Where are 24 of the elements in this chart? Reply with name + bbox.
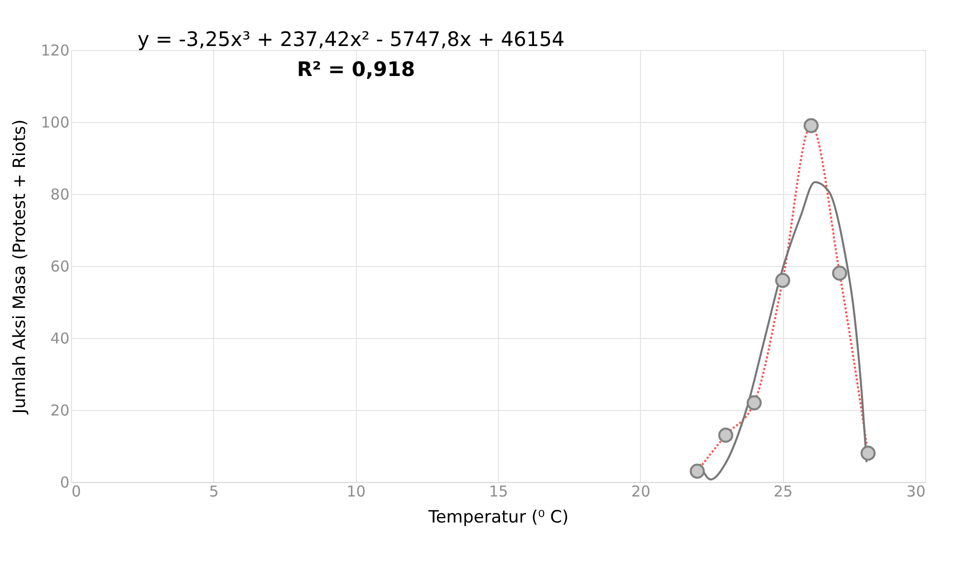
annotation: R² = 0,918 xyxy=(296,57,416,81)
point xyxy=(804,118,819,134)
point xyxy=(718,428,734,443)
point xyxy=(860,446,876,461)
x-tick-label: 5 xyxy=(209,482,219,500)
x-tick-label: 30 xyxy=(906,482,926,500)
x-axis-title: Temperatur (⁰ C) xyxy=(427,508,569,528)
y-tick-label: 20 xyxy=(50,402,70,420)
x-tick-label: 0 xyxy=(72,482,82,500)
x-tick-label: 10 xyxy=(346,482,366,500)
y-tick-label: 40 xyxy=(50,330,70,348)
point xyxy=(775,272,790,288)
y-tick-label: 120 xyxy=(40,42,70,60)
x-tick-label: 15 xyxy=(488,482,508,500)
y-tick-label: 100 xyxy=(40,114,70,132)
y-axis-title: Jumlah Aksi Masa (Protest + Riots) xyxy=(10,119,30,415)
y-tick-label: 60 xyxy=(50,258,70,276)
x-tick-label: 20 xyxy=(631,482,650,500)
point xyxy=(832,266,848,281)
point xyxy=(746,395,762,410)
annotation: y = -3,25x³ + 237,42x² - 5747,8x + 46154 xyxy=(137,27,565,51)
x-tick-label: 25 xyxy=(774,482,793,500)
y-tick-label: 80 xyxy=(50,186,70,204)
point xyxy=(690,464,705,479)
